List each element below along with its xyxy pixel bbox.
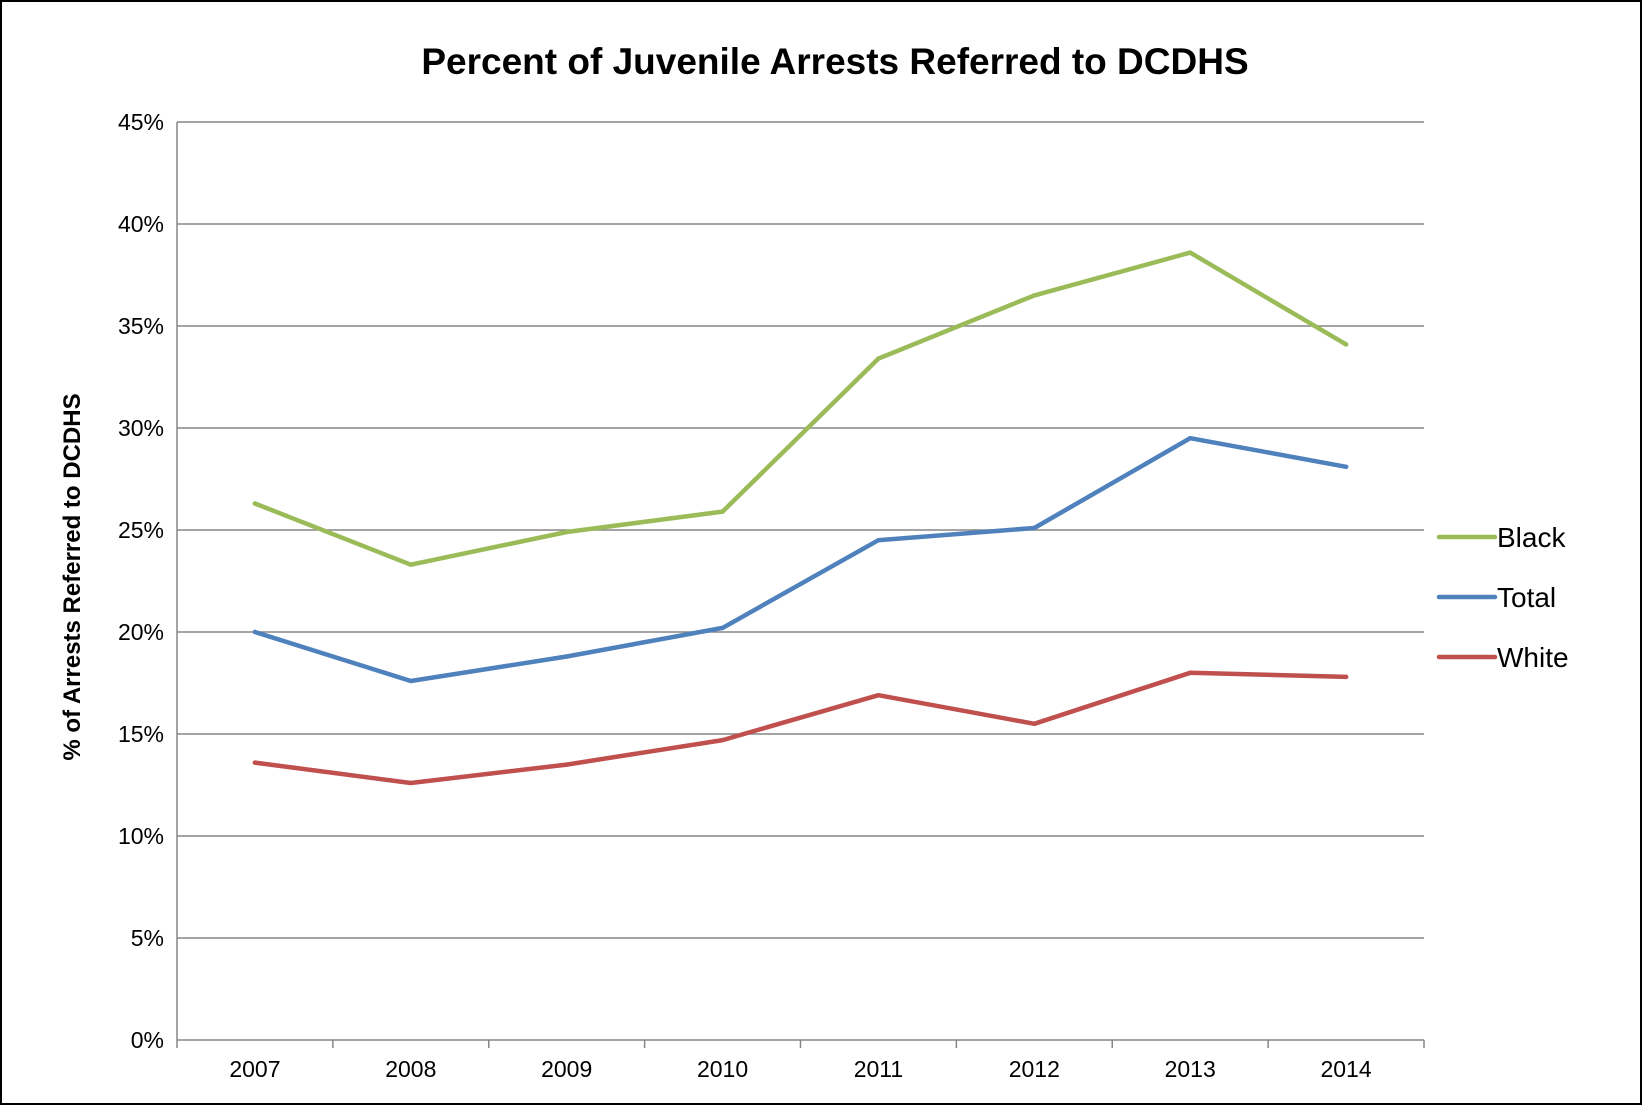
legend-label-white: White	[1497, 642, 1569, 673]
y-tick-label: 35%	[118, 313, 164, 339]
data-point-black	[1343, 342, 1349, 347]
data-point-total	[1032, 525, 1037, 531]
legend-label-total: Total	[1497, 582, 1556, 613]
chart-title: Percent of Juvenile Arrests Referred to …	[421, 41, 1248, 82]
data-point-white	[720, 737, 725, 743]
axes	[176, 122, 1425, 1048]
y-tick-label: 40%	[118, 211, 164, 237]
x-tick-label: 2011	[854, 1056, 903, 1082]
y-tick-label: 30%	[118, 415, 164, 441]
y-tick-label: 15%	[118, 721, 164, 747]
y-tick-label: 25%	[118, 517, 164, 543]
x-tick-label: 2007	[229, 1056, 280, 1082]
data-point-black	[720, 509, 725, 514]
data-point-total	[1343, 464, 1349, 469]
data-point-total	[408, 678, 414, 684]
data-point-total	[252, 629, 258, 635]
data-point-total	[876, 538, 881, 543]
x-tick-label: 2014	[1320, 1056, 1371, 1082]
data-point-white	[876, 693, 881, 698]
data-point-black	[408, 562, 414, 567]
gridlines	[177, 121, 1424, 939]
data-point-white	[1343, 674, 1349, 680]
y-axis-label: % of Arrests Referred to DCDHS	[59, 393, 86, 760]
series-line-white	[252, 670, 1349, 786]
data-point-white	[1187, 670, 1193, 675]
data-point-white	[408, 780, 414, 786]
x-tick-label: 2010	[697, 1056, 748, 1082]
legend-label-black: Black	[1497, 522, 1566, 553]
data-point-black	[252, 501, 258, 506]
series-line-total	[252, 435, 1349, 684]
y-tick-label: 5%	[131, 925, 164, 951]
x-tick-label: 2013	[1165, 1056, 1216, 1082]
y-tick-label: 0%	[131, 1027, 164, 1053]
y-tick-label: 45%	[118, 109, 164, 135]
data-point-black	[876, 356, 881, 361]
legend: Black Total White	[1436, 522, 1569, 673]
data-point-white	[564, 762, 569, 767]
data-point-total	[720, 625, 725, 631]
data-point-total	[564, 654, 569, 659]
series-line-black	[252, 250, 1349, 567]
data-point-black	[564, 529, 569, 535]
data-point-black	[1187, 250, 1193, 255]
x-tick-label: 2012	[1009, 1056, 1060, 1082]
data-point-white	[252, 760, 258, 765]
x-tick-labels: 2007 2008 2009 2010 2011 2012 2013 2014	[229, 1056, 1371, 1082]
data-point-total	[1187, 436, 1193, 441]
data-point-white	[1032, 721, 1037, 726]
series-lines	[252, 250, 1349, 786]
x-tick-label: 2009	[541, 1056, 592, 1082]
y-tick-labels: 0% 5% 10% 15% 20% 25% 30% 35% 40% 45%	[118, 109, 164, 1053]
y-tick-label: 20%	[118, 619, 164, 645]
x-tick-label: 2008	[385, 1056, 436, 1082]
data-point-black	[1032, 293, 1037, 298]
y-tick-label: 10%	[118, 823, 164, 849]
